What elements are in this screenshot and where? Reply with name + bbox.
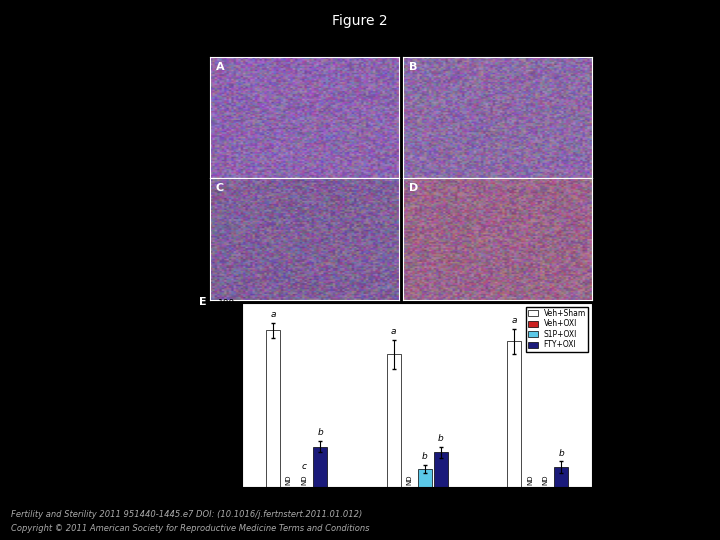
Text: ND: ND: [406, 475, 413, 485]
Bar: [387, 354, 401, 487]
Text: Copyright © 2011 American Society for Reproductive Medicine Terms and Conditions: Copyright © 2011 American Society for Re…: [11, 524, 369, 533]
Text: C: C: [216, 184, 224, 193]
Text: b: b: [318, 428, 323, 437]
Legend: Veh+Sham, Veh+OXI, S1P+OXI, FTY+OXI: Veh+Sham, Veh+OXI, S1P+OXI, FTY+OXI: [526, 307, 588, 352]
Text: a: a: [271, 310, 276, 319]
Text: a: a: [391, 327, 397, 336]
Text: b: b: [438, 434, 444, 443]
Text: c: c: [302, 462, 307, 471]
Text: b: b: [559, 449, 564, 458]
Text: E: E: [199, 298, 207, 307]
Text: ND: ND: [302, 475, 307, 485]
Text: D: D: [409, 184, 418, 193]
Bar: [266, 330, 280, 487]
Text: Fertility and Sterility 2011 951440-1445.e7 DOI: (10.1016/j.fertnstert.2011.01.0: Fertility and Sterility 2011 951440-1445…: [11, 510, 362, 519]
Text: A: A: [216, 62, 225, 72]
Bar: [507, 341, 521, 487]
Text: ND: ND: [286, 475, 292, 485]
Text: ND: ND: [543, 475, 549, 485]
Text: b: b: [422, 453, 428, 462]
Text: Figure 2: Figure 2: [332, 14, 388, 28]
Text: ND: ND: [527, 475, 533, 485]
Y-axis label: Percent  follicles  remaining: Percent follicles remaining: [206, 336, 215, 454]
Text: B: B: [409, 62, 417, 72]
Bar: [433, 452, 448, 487]
Bar: [313, 447, 327, 487]
Text: a: a: [511, 316, 517, 325]
Bar: [418, 469, 432, 487]
Bar: [554, 467, 568, 487]
